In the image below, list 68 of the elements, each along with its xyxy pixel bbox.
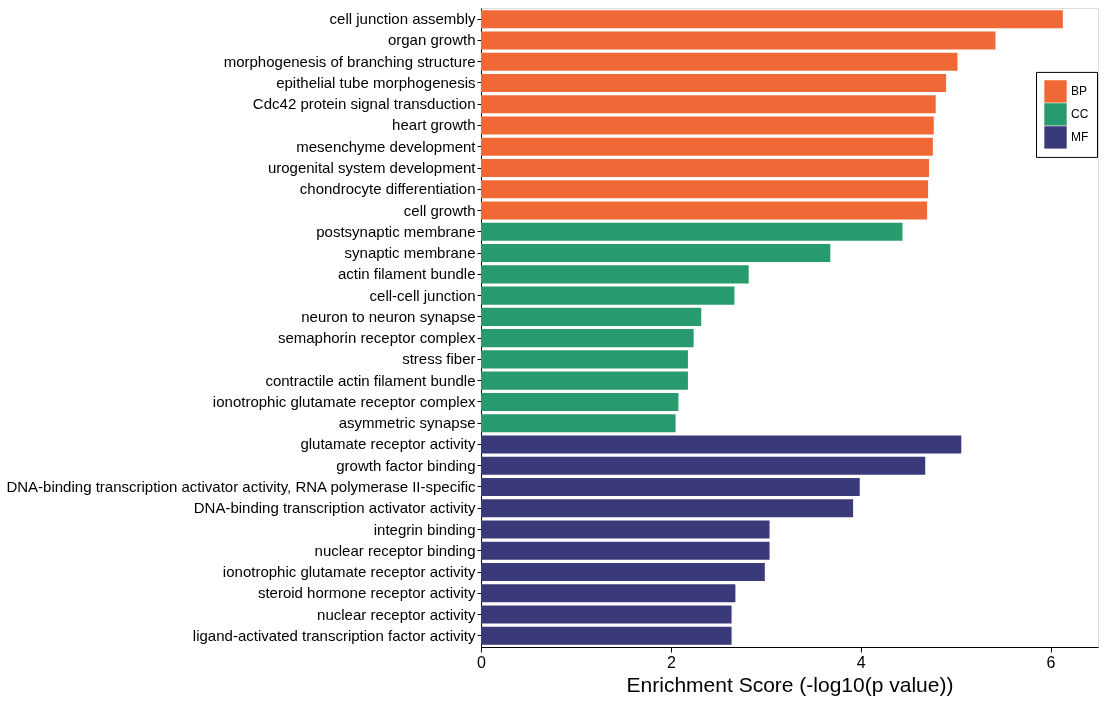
y-tick-label: cell growth xyxy=(403,201,476,219)
y-tick-label: nuclear receptor binding xyxy=(314,541,476,559)
bar xyxy=(481,350,688,369)
bar xyxy=(481,222,903,241)
legend-label: CC xyxy=(1071,107,1089,122)
y-tick-label: DNA-binding transcription activator activity xyxy=(193,499,476,517)
bar xyxy=(481,584,736,603)
x-tick-label: 4 xyxy=(856,653,866,671)
y-tick-label: cell-cell junction xyxy=(369,286,476,304)
y-tick-label: ionotrophic glutamate receptor activity xyxy=(222,563,476,581)
x-tick-label: 0 xyxy=(477,653,487,671)
bar xyxy=(481,520,770,539)
bar xyxy=(481,371,688,390)
bar xyxy=(481,265,749,284)
bar xyxy=(481,414,676,433)
bar xyxy=(481,201,928,220)
bar xyxy=(481,605,732,624)
y-tick-label: semaphorin receptor complex xyxy=(277,329,476,347)
y-tick-label: nuclear receptor activity xyxy=(317,605,476,623)
bar xyxy=(481,10,1063,29)
x-tick-label: 2 xyxy=(666,653,676,671)
bar xyxy=(481,435,962,454)
bar xyxy=(481,73,947,92)
bar xyxy=(481,477,860,497)
y-tick-label: ionotrophic glutamate receptor complex xyxy=(212,392,476,410)
y-tick-label: morphogenesis of branching structure xyxy=(223,52,476,70)
y-tick-label: stress fiber xyxy=(402,350,476,368)
bar xyxy=(481,286,735,305)
bar xyxy=(481,392,679,411)
y-tick-label: glutamate receptor activity xyxy=(300,435,476,453)
x-axis-title: Enrichment Score (-log10(p value)) xyxy=(626,672,954,696)
y-tick-label: steroid hormone receptor activity xyxy=(257,584,476,602)
y-tick-label: chondrocyte differentiation xyxy=(299,180,476,198)
bar xyxy=(481,180,929,199)
y-tick-label: asymmetric synapse xyxy=(338,414,476,432)
y-tick-label: synaptic membrane xyxy=(344,244,476,262)
bar xyxy=(481,137,933,156)
bar xyxy=(481,52,958,71)
y-tick-label: urogenital system development xyxy=(267,159,477,177)
x-tick-label: 6 xyxy=(1046,653,1056,671)
bar xyxy=(481,116,934,135)
y-tick-label: organ growth xyxy=(387,31,476,49)
bar xyxy=(481,626,732,645)
y-tick-label: DNA-binding transcription activator activity, RNA polymerase II-specific xyxy=(6,477,476,495)
y-tick-label: Cdc42 protein signal transduction xyxy=(252,95,476,113)
y-tick-label: epithelial tube morphogenesis xyxy=(276,73,476,91)
bar xyxy=(481,158,930,178)
y-tick-label: ligand-activated transcription factor activity xyxy=(192,626,476,644)
y-tick-label: growth factor binding xyxy=(336,456,476,474)
bar xyxy=(481,244,831,263)
bar xyxy=(481,456,926,475)
bar xyxy=(481,499,854,518)
y-tick-label: neuron to neuron synapse xyxy=(301,307,476,325)
bar xyxy=(481,563,765,582)
bar xyxy=(481,307,702,326)
y-tick-label: integrin binding xyxy=(373,520,476,538)
bar xyxy=(481,329,694,348)
y-tick-label: postsynaptic membrane xyxy=(316,222,476,240)
bar xyxy=(481,31,996,50)
bar xyxy=(481,95,936,114)
legend-label: MF xyxy=(1071,130,1089,145)
y-tick-label: contractile actin filament bundle xyxy=(265,371,476,389)
y-tick-label: actin filament bundle xyxy=(337,265,476,283)
y-tick-label: cell junction assembly xyxy=(329,10,476,28)
bar xyxy=(481,541,770,560)
legend-label: BP xyxy=(1071,84,1088,99)
y-tick-label: heart growth xyxy=(392,116,476,134)
y-tick-label: mesenchyme development xyxy=(296,137,477,155)
